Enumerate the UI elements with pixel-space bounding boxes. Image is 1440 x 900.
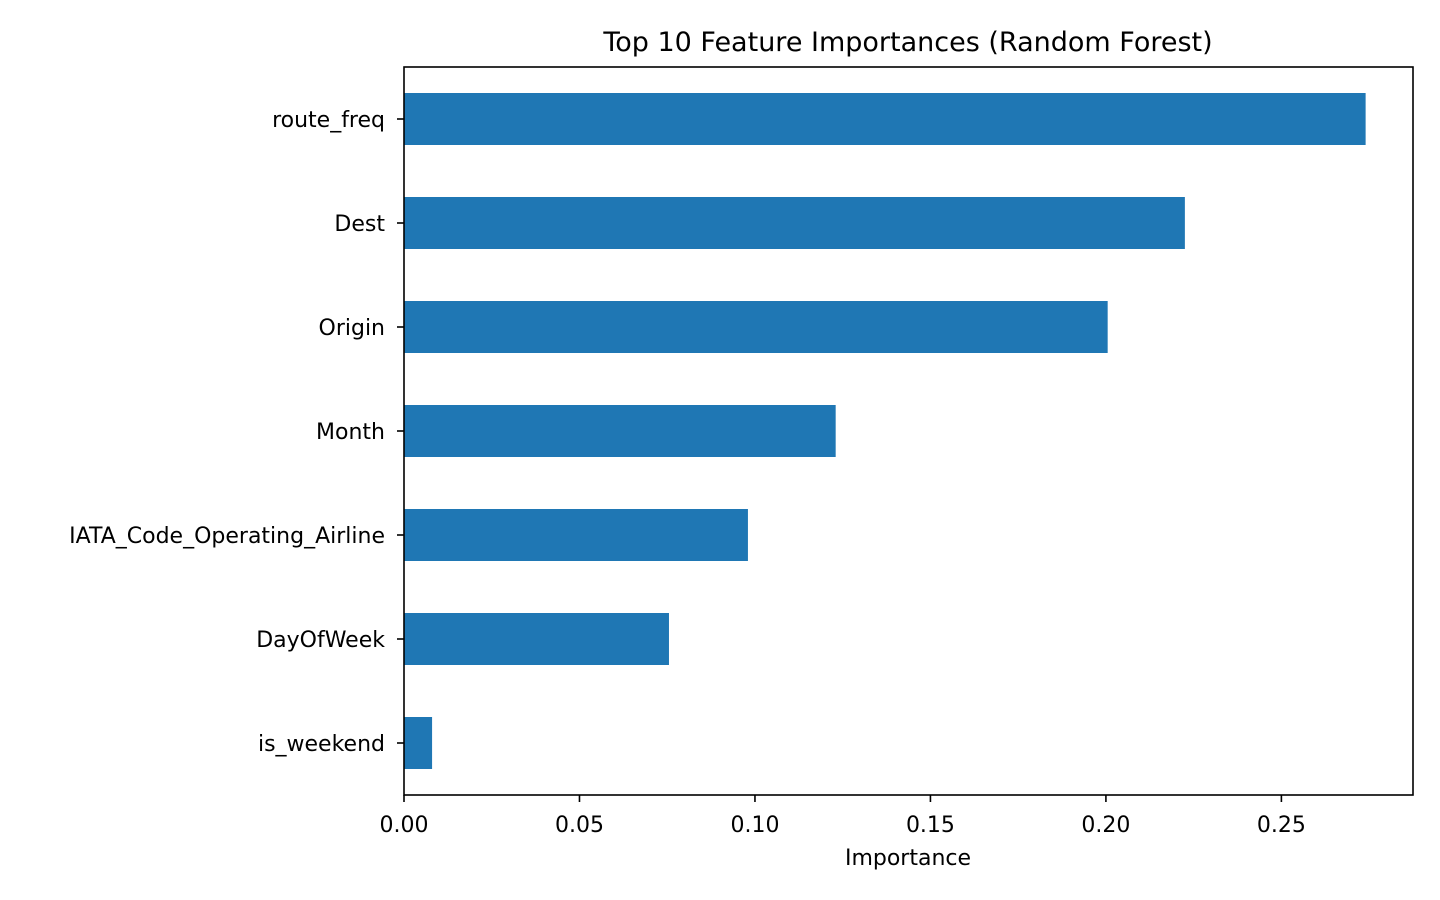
- chart-title: Top 10 Feature Importances (Random Fores…: [602, 27, 1212, 58]
- y-tick-label: IATA_Code_Operating_Airline: [69, 524, 385, 549]
- bar: [404, 613, 669, 665]
- y-tick-label: route_freq: [272, 108, 385, 133]
- x-tick-label: 0.20: [1081, 813, 1130, 838]
- x-tick-label: 0.10: [730, 813, 779, 838]
- y-tick-label: DayOfWeek: [256, 628, 385, 653]
- y-tick-label: Dest: [334, 212, 385, 237]
- x-axis: 0.00 0.05 0.10 0.15 0.20 0.25: [380, 795, 1306, 838]
- x-tick-label: 0.05: [555, 813, 604, 838]
- bar: [404, 197, 1185, 249]
- x-tick-label: 0.00: [380, 813, 429, 838]
- bar: [404, 301, 1108, 353]
- bars-group: [404, 93, 1366, 769]
- y-tick-label: Month: [316, 420, 385, 445]
- x-axis-label: Importance: [845, 846, 971, 871]
- bar: [404, 405, 836, 457]
- y-tick-label: is_weekend: [258, 732, 385, 757]
- bar: [404, 93, 1366, 145]
- bar: [404, 717, 433, 769]
- y-tick-label: Origin: [319, 316, 386, 341]
- x-tick-label: 0.25: [1257, 813, 1306, 838]
- y-axis: route_freq Dest Origin Month IATA_Code_Opera…: [69, 108, 404, 757]
- x-tick-label: 0.15: [906, 813, 955, 838]
- bar: [404, 509, 748, 561]
